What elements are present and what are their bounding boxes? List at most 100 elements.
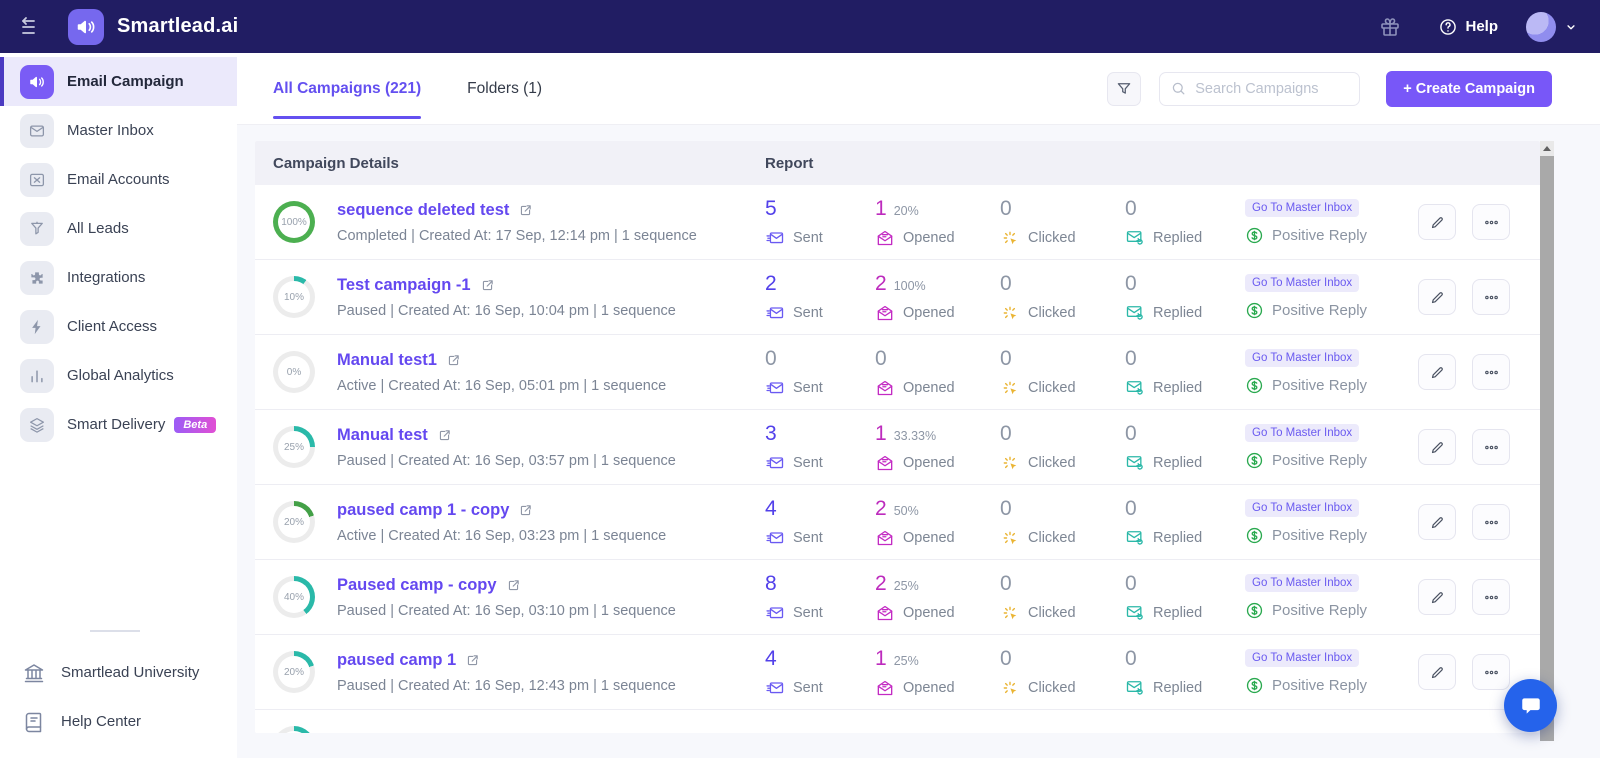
gift-icon	[1378, 15, 1402, 39]
sidebar-item-integrations[interactable]: Integrations	[0, 253, 237, 302]
external-link-icon[interactable]	[518, 203, 533, 218]
external-link-icon[interactable]	[465, 653, 480, 668]
external-link-icon[interactable]	[518, 503, 533, 518]
row-actions-cell	[1405, 635, 1540, 709]
tab-all-campaigns[interactable]: All Campaigns (221)	[273, 53, 422, 124]
more-options-button[interactable]	[1472, 654, 1510, 690]
replied-label: Replied	[1153, 304, 1203, 321]
scrollbar-thumb[interactable]	[1540, 156, 1554, 741]
opened-stat: 2 50% Opened	[860, 485, 985, 559]
question-circle-icon	[1438, 17, 1458, 37]
sidebar-item-email-accounts[interactable]: Email Accounts	[0, 155, 237, 204]
campaign-name: Test campaign -1	[337, 275, 471, 294]
pencil-icon	[1429, 439, 1446, 456]
edit-campaign-button[interactable]	[1418, 354, 1456, 390]
three-dots-icon	[1483, 439, 1500, 456]
sidebar-item-help-center[interactable]: Help Center	[0, 697, 237, 746]
sidebar-item-master-inbox[interactable]: Master Inbox	[0, 106, 237, 155]
go-to-master-inbox-badge[interactable]: Go To Master Inbox	[1245, 274, 1360, 292]
brand-logo[interactable]: Smartlead.ai	[68, 8, 238, 45]
chat-widget-button[interactable]	[1504, 679, 1557, 732]
external-link-icon[interactable]	[480, 278, 495, 293]
more-options-button[interactable]	[1472, 204, 1510, 240]
puzzle-icon	[20, 260, 54, 295]
go-to-master-inbox-badge[interactable]: Go To Master Inbox	[1245, 424, 1360, 442]
sidebar-item-client-access[interactable]: Client Access	[0, 302, 237, 351]
dollar-circle-icon	[1245, 526, 1264, 545]
more-options-button[interactable]	[1472, 279, 1510, 315]
campaign-name-link[interactable]: Paused camp - copy	[337, 576, 676, 595]
external-link-icon[interactable]	[446, 353, 461, 368]
scrollbar-up-button[interactable]	[1540, 141, 1554, 156]
help-button[interactable]: Help	[1438, 17, 1498, 37]
sidebar-item-smartlead-university[interactable]: Smartlead University	[0, 648, 237, 697]
create-campaign-button[interactable]: + Create Campaign	[1386, 70, 1552, 107]
sidebar-spacer	[0, 449, 237, 630]
external-link-icon[interactable]	[506, 578, 521, 593]
external-link-icon[interactable]	[437, 428, 452, 443]
edit-campaign-button[interactable]	[1418, 204, 1456, 240]
go-to-master-inbox-badge[interactable]: Go To Master Inbox	[1245, 349, 1360, 367]
go-to-master-inbox-badge[interactable]: Go To Master Inbox	[1245, 574, 1360, 592]
campaign-meta: Paused | Created At: 16 Sep, 03:57 pm | …	[337, 452, 676, 469]
clicked-label: Clicked	[1028, 379, 1076, 396]
campaign-name-link[interactable]: Manual test1	[337, 351, 666, 370]
sidebar-item-smart-delivery[interactable]: Smart Delivery Beta	[0, 400, 237, 449]
gift-button[interactable]	[1378, 15, 1402, 39]
campaign-meta: Paused | Created At: 16 Sep, 10:04 pm | …	[337, 302, 676, 319]
sidebar-item-email-campaign[interactable]: Email Campaign	[0, 57, 237, 106]
account-menu-button[interactable]	[1526, 11, 1578, 42]
edit-campaign-button[interactable]	[1418, 429, 1456, 465]
replied-count	[1125, 722, 1230, 734]
positive-reply-label: Positive Reply	[1272, 677, 1368, 694]
tab-folders[interactable]: Folders (1)	[467, 53, 542, 124]
replied-count: 0	[1125, 646, 1137, 670]
edit-campaign-button[interactable]	[1418, 504, 1456, 540]
go-to-master-inbox-badge[interactable]: Go To Master Inbox	[1245, 649, 1360, 667]
replied-icon	[1125, 303, 1145, 323]
replied-stat: 0 Replied	[1110, 560, 1230, 634]
sent-icon	[765, 528, 785, 548]
replied-stat: Replied	[1110, 710, 1230, 733]
campaign-name-link[interactable]: paused camp 1	[337, 651, 676, 670]
campaign-name-link[interactable]: paused camp 1 - copy	[337, 501, 666, 520]
sent-icon	[765, 453, 785, 473]
sent-icon	[765, 378, 785, 398]
progress-ring: 40%	[273, 576, 315, 618]
sidebar-item-label: Email Campaign	[67, 73, 184, 90]
sidebar-item-all-leads[interactable]: All Leads	[0, 204, 237, 253]
opened-stat: 1 25% Opened	[860, 635, 985, 709]
search-campaigns-input[interactable]	[1195, 80, 1350, 97]
megaphone-icon	[20, 64, 54, 99]
collapse-sidebar-button[interactable]	[14, 11, 46, 43]
campaign-name-link[interactable]: Test campaign -1	[337, 276, 676, 295]
edit-campaign-button[interactable]	[1418, 579, 1456, 615]
toolbar-actions: + Create Campaign	[1107, 70, 1552, 107]
row-badges-cell: Go To Master Inbox Positive Reply	[1230, 260, 1405, 334]
edit-campaign-button[interactable]	[1418, 279, 1456, 315]
go-to-master-inbox-badge[interactable]: Go To Master Inbox	[1245, 199, 1360, 217]
campaign-name-link[interactable]: sequence deleted test	[337, 201, 697, 220]
positive-reply-label: Positive Reply	[1272, 227, 1368, 244]
replied-count: 0	[1125, 196, 1137, 220]
campaigns-table: Campaign Details Report 100% sequence de…	[255, 141, 1540, 733]
more-options-button[interactable]	[1472, 579, 1510, 615]
campaign-meta: Completed | Created At: 17 Sep, 12:14 pm…	[337, 227, 697, 244]
more-options-button[interactable]	[1472, 429, 1510, 465]
more-options-button[interactable]	[1472, 504, 1510, 540]
clicked-count: 0	[1000, 346, 1012, 370]
replied-icon	[1125, 528, 1145, 548]
sent-label: Sent	[793, 229, 823, 246]
three-dots-icon	[1483, 514, 1500, 531]
go-to-master-inbox-badge[interactable]: Go To Master Inbox	[1245, 499, 1360, 517]
more-options-button[interactable]	[1472, 354, 1510, 390]
campaign-name-link[interactable]: Manual test	[337, 426, 676, 445]
positive-reply-label: Positive Reply	[1272, 527, 1368, 544]
replied-label: Replied	[1153, 679, 1203, 696]
sidebar-nav: Email Campaign Master Inbox Email Accoun…	[0, 57, 237, 449]
table-scrollbar[interactable]	[1540, 141, 1554, 741]
filter-button[interactable]	[1107, 71, 1142, 106]
sidebar-item-global-analytics[interactable]: Global Analytics	[0, 351, 237, 400]
edit-campaign-button[interactable]	[1418, 654, 1456, 690]
row-actions-cell	[1405, 560, 1540, 634]
